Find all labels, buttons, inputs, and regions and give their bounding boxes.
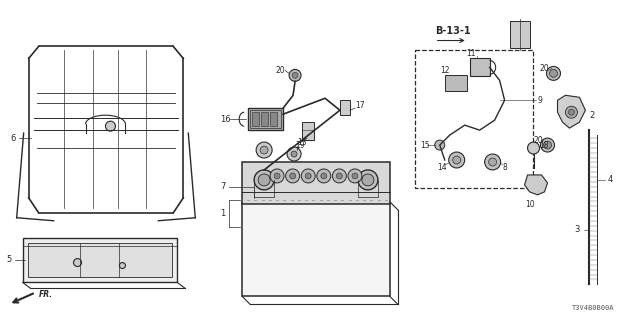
Circle shape [488, 158, 497, 166]
Text: 14: 14 [436, 164, 446, 172]
Circle shape [258, 174, 270, 186]
Bar [470, 59, 490, 76]
Circle shape [291, 151, 297, 157]
Bar [509, 20, 529, 49]
Text: 2: 2 [589, 111, 595, 120]
Circle shape [568, 109, 575, 115]
Circle shape [550, 69, 557, 77]
Text: 18: 18 [540, 140, 549, 149]
Circle shape [321, 173, 327, 179]
Circle shape [260, 146, 268, 154]
Polygon shape [557, 95, 586, 128]
Circle shape [287, 147, 301, 161]
Circle shape [566, 106, 577, 118]
Bar [302, 122, 314, 140]
Circle shape [289, 69, 301, 81]
Circle shape [543, 141, 552, 149]
Circle shape [290, 173, 296, 179]
Circle shape [449, 152, 465, 168]
Bar [22, 238, 177, 283]
Bar [248, 108, 283, 130]
Circle shape [74, 259, 81, 267]
Bar [242, 202, 390, 296]
Text: 17: 17 [355, 101, 365, 110]
Bar [28, 243, 172, 277]
Circle shape [317, 169, 331, 183]
Circle shape [362, 174, 374, 186]
Circle shape [337, 173, 342, 179]
Text: 20: 20 [275, 66, 285, 75]
Bar [270, 112, 277, 126]
Circle shape [547, 67, 561, 80]
Text: 5: 5 [6, 255, 12, 264]
Circle shape [120, 262, 125, 268]
Circle shape [484, 154, 500, 170]
Circle shape [254, 170, 274, 190]
Circle shape [292, 72, 298, 78]
Text: 4: 4 [607, 175, 612, 184]
Circle shape [348, 169, 362, 183]
Text: 16: 16 [220, 115, 231, 124]
Text: 8: 8 [502, 164, 508, 172]
Text: 3: 3 [575, 225, 580, 234]
Bar [252, 112, 259, 126]
Circle shape [270, 169, 284, 183]
Text: 13: 13 [297, 138, 307, 147]
Text: 20: 20 [534, 136, 543, 145]
Bar [340, 100, 350, 115]
Circle shape [305, 173, 311, 179]
Text: T3V4B0B00A: T3V4B0B00A [572, 305, 614, 311]
Text: 12: 12 [440, 66, 449, 75]
Circle shape [256, 142, 272, 158]
Circle shape [285, 169, 300, 183]
Bar [250, 110, 281, 128]
Circle shape [106, 121, 115, 131]
Text: 11: 11 [467, 49, 476, 58]
Polygon shape [525, 175, 547, 195]
Bar [242, 162, 390, 204]
Text: 9: 9 [538, 96, 543, 105]
Circle shape [527, 142, 540, 154]
Circle shape [541, 138, 554, 152]
Text: 20: 20 [540, 64, 549, 73]
Text: 1: 1 [220, 209, 225, 218]
Circle shape [352, 173, 358, 179]
Circle shape [332, 169, 346, 183]
Circle shape [435, 140, 445, 150]
Circle shape [358, 170, 378, 190]
Text: 19: 19 [295, 140, 305, 149]
Text: B-13-1: B-13-1 [435, 26, 470, 36]
Text: 15: 15 [420, 140, 429, 149]
Text: 7: 7 [220, 182, 225, 191]
Circle shape [301, 169, 316, 183]
Bar [261, 112, 268, 126]
Text: 10: 10 [525, 200, 534, 209]
Bar [415, 51, 532, 188]
Text: 6: 6 [11, 133, 16, 143]
Circle shape [274, 173, 280, 179]
Circle shape [452, 156, 461, 164]
Bar [445, 76, 467, 91]
Text: FR.: FR. [38, 291, 52, 300]
